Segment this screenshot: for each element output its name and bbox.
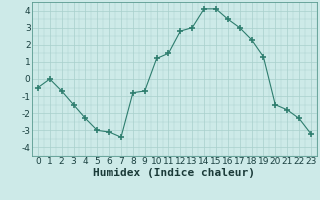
X-axis label: Humidex (Indice chaleur): Humidex (Indice chaleur) — [93, 168, 255, 178]
